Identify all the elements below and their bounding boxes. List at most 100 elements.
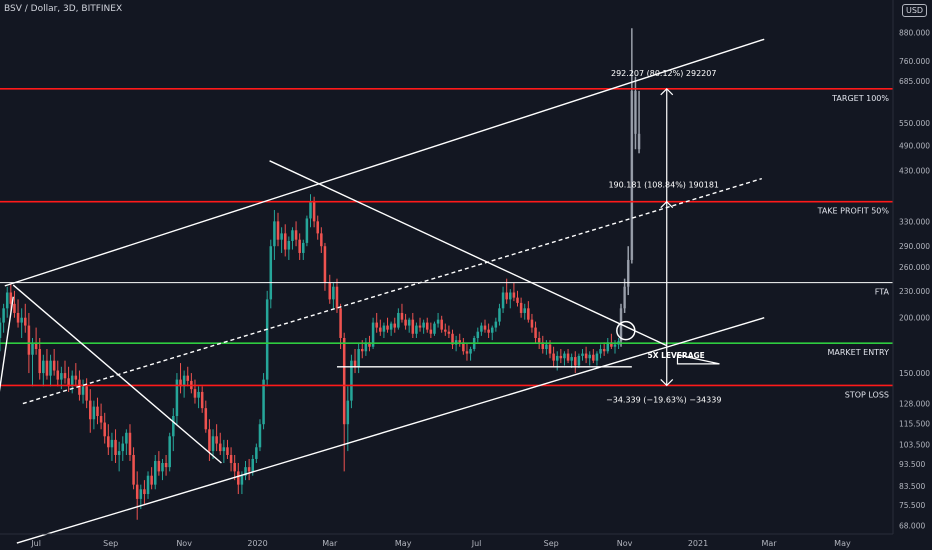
candle-body (146, 475, 150, 495)
candle-body (229, 454, 233, 464)
y-tick-label: 68.000 (899, 521, 925, 530)
x-tick-label: 2020 (247, 539, 267, 548)
candle-body (200, 391, 204, 409)
candle-body (143, 489, 146, 495)
candle-body (38, 348, 41, 374)
y-tick-label: 880.000 (899, 29, 930, 38)
circle-marker (616, 320, 636, 341)
candle-body (570, 357, 573, 361)
candle-body (328, 282, 332, 300)
candle-body (501, 292, 505, 309)
candle-body (67, 378, 70, 387)
candle-body (519, 302, 523, 313)
x-tick-label: Jul (471, 539, 482, 548)
candle-body (316, 221, 319, 234)
y-tick-label: 685.000 (899, 77, 930, 86)
price-level-name: FTA (875, 288, 890, 297)
candle-body (429, 329, 433, 334)
candle-body (584, 353, 588, 359)
candle-body (552, 353, 555, 361)
candle-body (404, 319, 407, 326)
price-level-name: TARGET 100% (831, 94, 889, 103)
candle-body (592, 354, 595, 361)
candle-body (175, 379, 179, 417)
candle-body (226, 447, 229, 455)
chart-title: BSV / Dollar, 3D, BITFINEX (4, 4, 123, 14)
x-tick-label: Nov (617, 539, 633, 548)
candle-body (193, 389, 197, 398)
candle-body (523, 308, 526, 313)
candle-body (31, 343, 34, 355)
candle-body (222, 447, 226, 452)
candle-body (447, 331, 451, 334)
candle-body (269, 246, 273, 300)
trendlines-layer: 5X LEVERAGE (0, 38, 765, 544)
y-tick-label: 150.000 (899, 369, 930, 378)
price-level-name: MARKET ENTRY (827, 348, 889, 357)
candle-body (255, 447, 258, 459)
candle-body (353, 360, 357, 367)
y-tick-label: 550.000 (899, 119, 930, 128)
candle-body (630, 90, 634, 260)
candle-body (545, 344, 548, 349)
candle-body (103, 422, 106, 437)
candle-body (208, 429, 211, 452)
candle-body (574, 357, 577, 366)
candle-body (534, 327, 537, 338)
candle-body (357, 348, 360, 367)
candle-body (287, 240, 291, 250)
currency-button[interactable]: USD (902, 4, 928, 17)
y-tick-label: 290.000 (899, 242, 930, 251)
candle-body (294, 230, 298, 240)
candle-body (509, 292, 512, 300)
candle-body (465, 351, 469, 354)
candle-body (312, 201, 316, 222)
y-tick-label: 760.000 (899, 57, 930, 66)
candle-body (16, 312, 20, 323)
candle-body (581, 353, 584, 356)
candle-body (63, 373, 67, 379)
y-tick-label: 83.500 (899, 482, 925, 491)
candle-body (265, 299, 269, 380)
y-tick-label: 115.500 (899, 419, 930, 428)
y-tick-label: 128.000 (899, 400, 930, 409)
candle-body (280, 233, 283, 240)
candle-body (613, 344, 617, 347)
candle-body (34, 343, 38, 349)
candle-body (233, 463, 236, 472)
candle-body (81, 386, 85, 395)
candle-body (505, 292, 508, 300)
y-tick-label: 75.500 (899, 501, 925, 510)
candle-body (563, 353, 566, 359)
y-axis-panel (893, 0, 932, 550)
candle-body (425, 322, 429, 330)
candle-body (168, 436, 171, 468)
candle-body (114, 439, 117, 455)
candle-body (107, 436, 110, 448)
candle-body (215, 436, 218, 444)
candle-body (602, 348, 606, 352)
measure-label: 292.207 (80.12%) 292207 (611, 69, 716, 78)
measure-arrowhead (660, 87, 674, 96)
x-tick-label: Jul (30, 539, 41, 548)
candle-body (527, 308, 530, 320)
candle-body (291, 230, 294, 241)
candle-body (634, 90, 637, 134)
candle-body (276, 221, 280, 240)
candle-body (389, 323, 393, 330)
candle-body (440, 319, 443, 330)
candle-body (251, 458, 254, 472)
candle-body (397, 312, 400, 328)
candle-body (476, 331, 480, 338)
candle-body (49, 360, 52, 376)
y-tick-label: 93.500 (899, 460, 925, 469)
candle-body (60, 373, 63, 380)
y-tick-label: 430.000 (899, 166, 930, 175)
y-tick-label: 103.500 (899, 440, 930, 449)
candle-body (20, 317, 23, 323)
candle-body (379, 327, 382, 332)
candle-body (244, 467, 247, 476)
candle-body (2, 308, 5, 323)
